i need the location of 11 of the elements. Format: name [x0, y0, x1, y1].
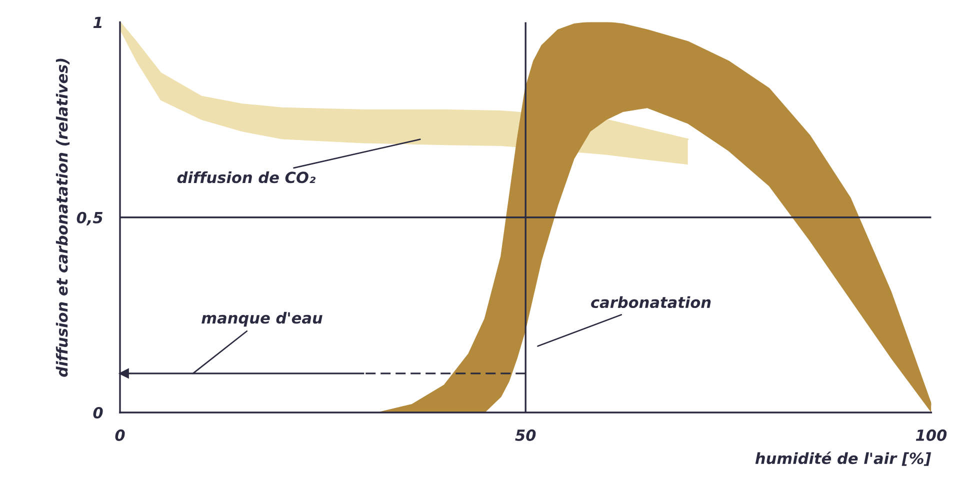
x-tick-label: 0 — [115, 429, 125, 441]
y-axis-title: diffusion et carbonatation (relatives) — [56, 58, 70, 377]
x-tick-label: 50 — [515, 429, 536, 441]
annotation: diffusion de CO₂ — [177, 171, 316, 184]
y-tick-label: 0,5 — [76, 212, 103, 226]
annotation: carbonatation — [591, 296, 711, 308]
annotation: manque d'eau — [202, 312, 322, 327]
y-tick-label: 0 — [93, 406, 103, 419]
x-axis-title: humidité de l'air [%] — [755, 452, 932, 466]
x-tick-label: 100 — [916, 429, 947, 441]
y-tick-label: 1 — [93, 16, 102, 28]
